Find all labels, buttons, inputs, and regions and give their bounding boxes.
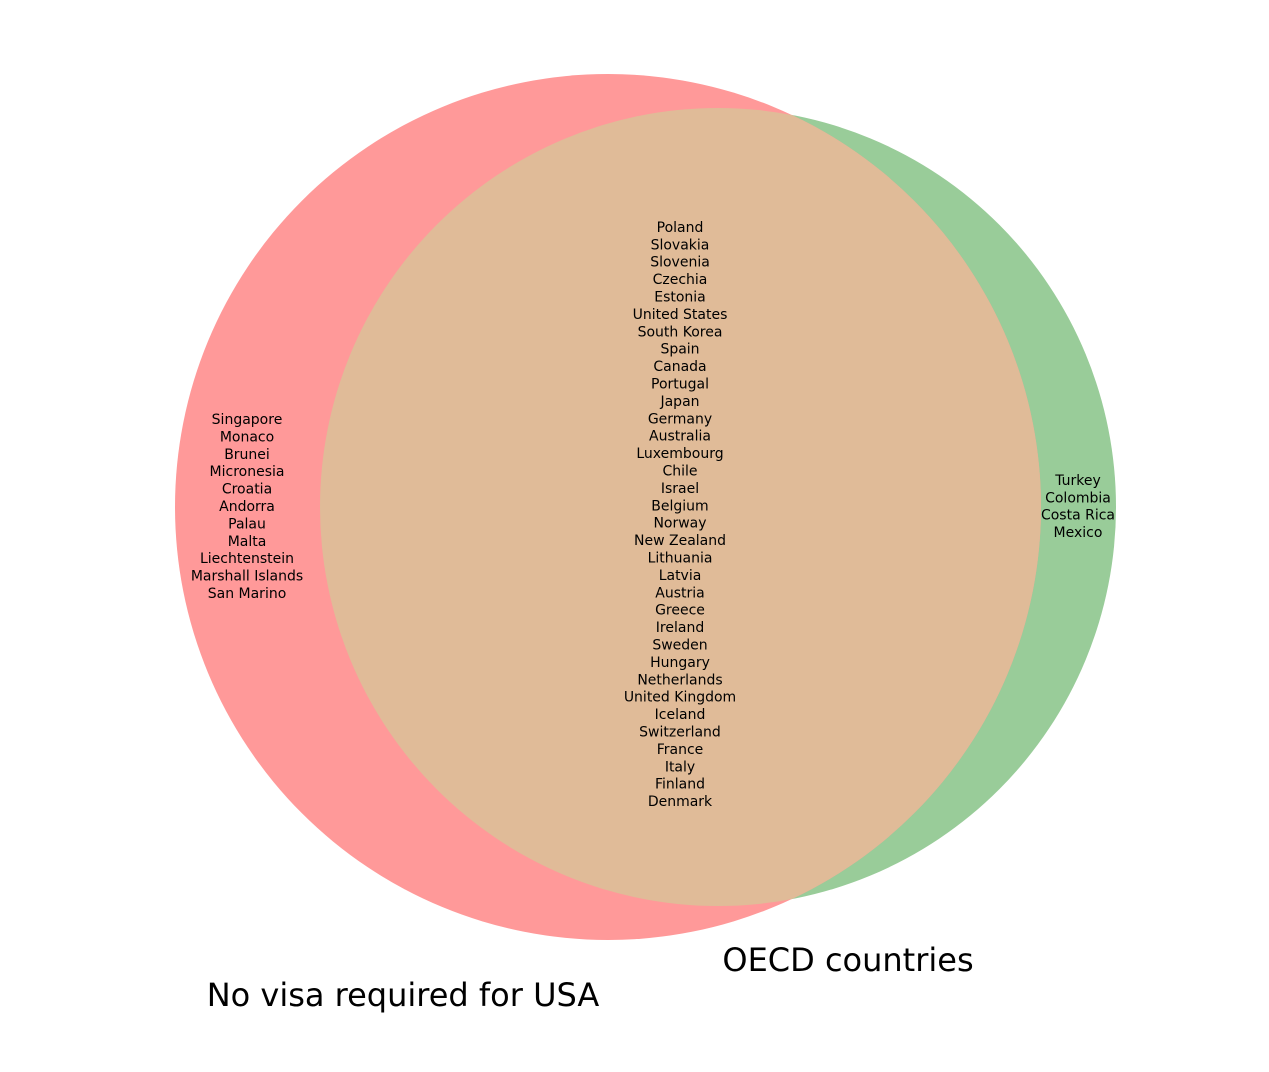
country: Slovenia — [650, 255, 710, 271]
country: Canada — [653, 359, 706, 375]
country: Italy — [665, 759, 695, 775]
country: Croatia — [222, 482, 272, 498]
country: Latvia — [659, 568, 702, 584]
country: Brunei — [224, 447, 270, 463]
country: Turkey — [1054, 473, 1101, 489]
country: Estonia — [654, 290, 706, 306]
country: Costa Rica — [1041, 508, 1115, 524]
country: Monaco — [220, 429, 274, 445]
country: Iceland — [655, 707, 706, 723]
country: Luxembourg — [636, 446, 723, 462]
country: Greece — [655, 603, 705, 619]
country: Colombia — [1045, 490, 1111, 506]
country: Israel — [661, 481, 699, 497]
country: Micronesia — [210, 464, 285, 480]
country: Norway — [653, 516, 706, 532]
country: Belgium — [651, 498, 708, 514]
country: Palau — [228, 516, 266, 532]
country: Portugal — [651, 377, 709, 393]
country: Hungary — [650, 655, 710, 671]
country: Netherlands — [637, 672, 722, 688]
country: Germany — [648, 411, 712, 427]
country: Czechia — [653, 272, 708, 288]
country: Finland — [655, 777, 705, 793]
country: Austria — [655, 585, 704, 601]
country: Denmark — [648, 794, 713, 810]
country: San Marino — [208, 586, 287, 602]
country: Spain — [660, 342, 699, 358]
country: Andorra — [219, 499, 275, 515]
country: France — [657, 742, 704, 758]
country: Liechtenstein — [200, 551, 294, 567]
country: Switzerland — [639, 725, 721, 741]
country: Poland — [657, 220, 704, 236]
country: United Kingdom — [624, 690, 736, 706]
country: United States — [633, 307, 728, 323]
overlap-region — [320, 108, 1041, 906]
country: Marshall Islands — [191, 569, 303, 585]
country: Japan — [659, 394, 699, 410]
country: Singapore — [212, 412, 283, 428]
set-label: OECD countries — [722, 941, 973, 979]
country: Malta — [228, 534, 267, 550]
country: New Zealand — [634, 533, 726, 549]
country: Sweden — [652, 638, 707, 654]
country: Chile — [662, 464, 697, 480]
country: South Korea — [638, 324, 723, 340]
set-label: No visa required for USA — [207, 976, 600, 1014]
country: Lithuania — [648, 551, 713, 567]
country: Ireland — [656, 620, 704, 636]
country: Slovakia — [651, 237, 710, 253]
country: Australia — [649, 429, 711, 445]
country: Mexico — [1054, 525, 1103, 541]
